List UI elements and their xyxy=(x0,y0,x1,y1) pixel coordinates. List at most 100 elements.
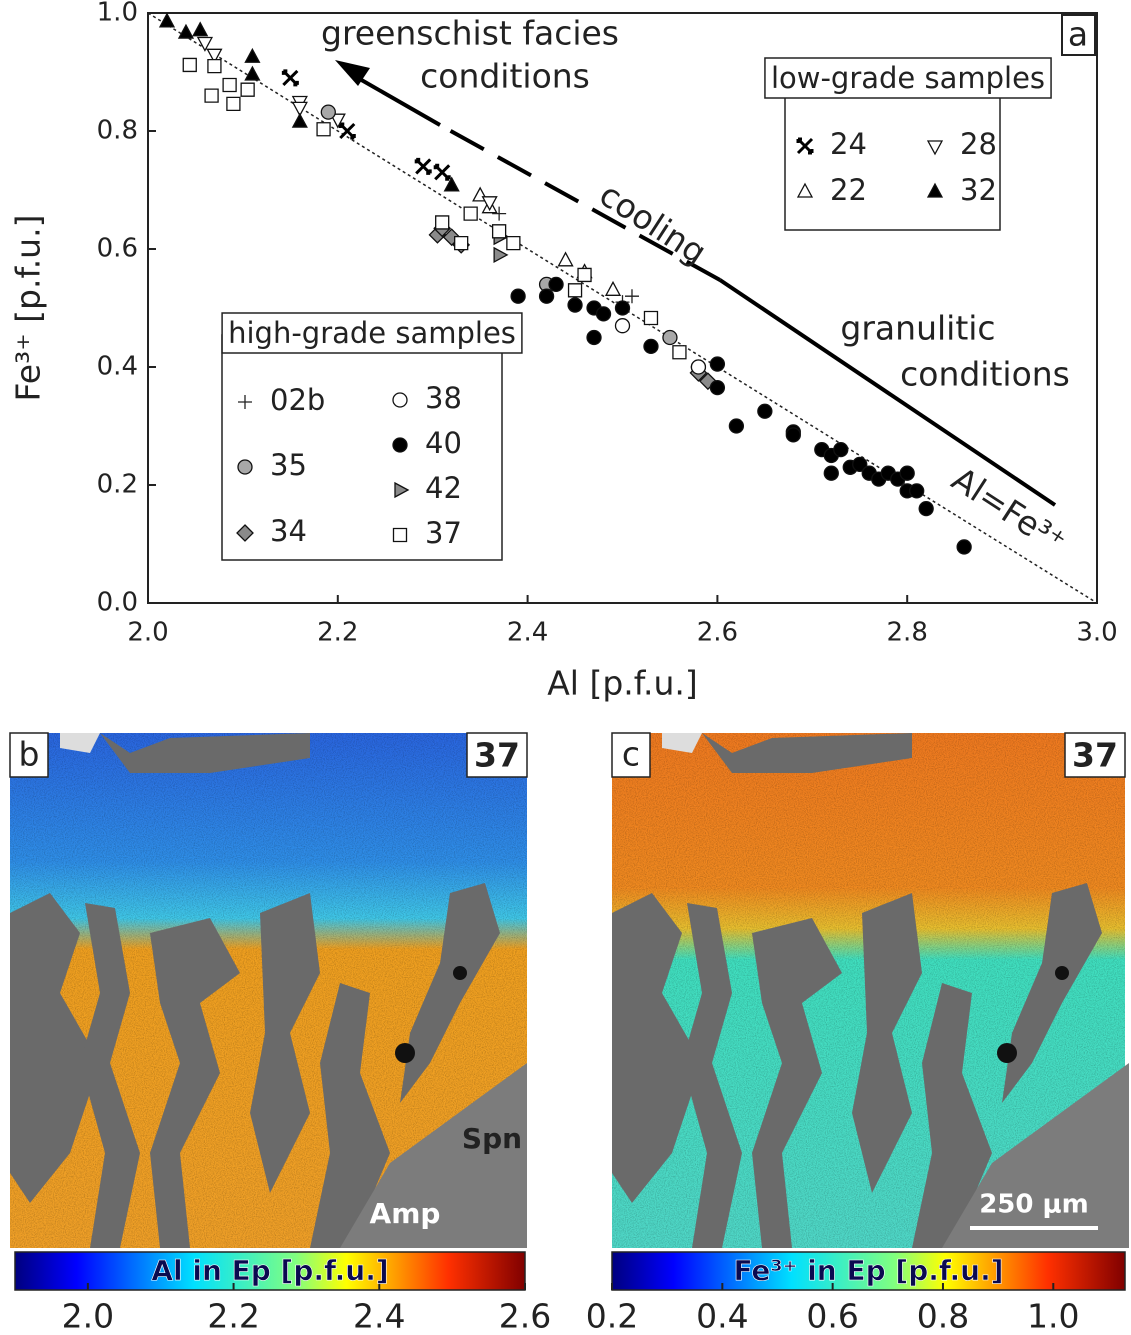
marker xyxy=(320,104,336,120)
colorbar-tick-label: 2.0 xyxy=(62,1297,114,1335)
plot-frame xyxy=(147,12,1098,604)
marker xyxy=(614,318,631,334)
legend-label: 34 xyxy=(270,514,307,548)
annotation: conditions xyxy=(420,57,590,96)
legend-label: 40 xyxy=(425,426,462,460)
marker xyxy=(206,48,223,64)
marker xyxy=(435,215,450,230)
marker xyxy=(204,88,219,103)
marker xyxy=(926,140,944,156)
cooling-arrow-solid xyxy=(718,278,1057,507)
marker xyxy=(281,69,299,87)
marker xyxy=(557,251,574,267)
marker xyxy=(392,527,408,543)
x-tick-label: 2.4 xyxy=(507,618,548,648)
colorbar-tick-label: 2.6 xyxy=(499,1297,551,1335)
marker xyxy=(852,456,868,473)
legend-title-box xyxy=(764,57,1052,99)
marker xyxy=(443,176,460,192)
panel-label-box xyxy=(1061,14,1096,56)
marker xyxy=(595,306,612,322)
x-tick-label: 2.0 xyxy=(127,618,168,648)
legend-box xyxy=(221,334,503,561)
marker xyxy=(196,36,214,52)
colorbar-tick-label: 2.4 xyxy=(353,1297,405,1335)
marker xyxy=(709,356,726,372)
mineral-label: Spn xyxy=(462,1122,522,1155)
marker xyxy=(567,297,583,313)
map-c xyxy=(612,733,1129,1248)
panel-label: c xyxy=(622,735,640,774)
colorbar xyxy=(14,1251,526,1291)
marker xyxy=(926,182,944,198)
legend-title-box xyxy=(221,312,523,354)
colorbar-tick-label: 1.0 xyxy=(1027,1297,1079,1335)
marker xyxy=(394,481,410,499)
legend-label: 24 xyxy=(830,127,867,161)
marker xyxy=(237,459,253,475)
marker xyxy=(433,163,451,181)
marker xyxy=(240,82,255,97)
marker xyxy=(463,206,478,221)
marker xyxy=(690,359,707,375)
cooling-arrow-tip xyxy=(357,76,441,127)
legend-box xyxy=(784,79,1001,231)
colorbar-tick-label: 0.8 xyxy=(917,1297,969,1335)
y-tick-label: 0.4 xyxy=(97,352,138,382)
legend-label: 02b xyxy=(270,383,325,417)
panel-label-box xyxy=(9,732,49,778)
marker xyxy=(291,101,308,117)
marker xyxy=(177,23,195,39)
sample-label: 37 xyxy=(474,736,520,775)
marker xyxy=(586,329,602,346)
x-tick-label: 2.8 xyxy=(887,618,928,648)
marker xyxy=(238,395,252,409)
marker xyxy=(226,96,241,112)
marker xyxy=(604,280,622,296)
colorbar-tick-label: 0.6 xyxy=(806,1297,858,1335)
marker xyxy=(899,465,915,481)
marker xyxy=(454,235,469,251)
colorbar-label: Al in Ep [p.f.u.] xyxy=(151,1254,388,1287)
y-tick-label: 0.6 xyxy=(97,234,138,264)
marker xyxy=(538,288,555,304)
marker xyxy=(624,289,639,304)
marker xyxy=(244,47,261,63)
marker xyxy=(728,418,745,434)
marker xyxy=(291,112,308,128)
marker xyxy=(956,539,972,555)
marker xyxy=(823,465,839,481)
legend-label: 42 xyxy=(425,471,462,505)
x-tick-label: 3.0 xyxy=(1076,618,1117,648)
marker xyxy=(491,224,507,239)
colorbar-tick-label: 0.4 xyxy=(696,1297,748,1335)
sample-box xyxy=(1064,732,1126,778)
marker xyxy=(158,12,176,28)
marker xyxy=(338,122,356,140)
marker xyxy=(244,65,261,81)
marker xyxy=(506,235,521,251)
annotation: cooling xyxy=(593,175,714,272)
marker xyxy=(481,196,498,212)
legend-label: 28 xyxy=(960,127,997,161)
marker xyxy=(796,182,814,198)
x-tick-label: 2.6 xyxy=(697,618,738,648)
marker xyxy=(493,246,509,263)
panel-label: a xyxy=(1068,15,1088,54)
legend-title: low-grade samples xyxy=(771,61,1045,95)
annotation: greenschist facies xyxy=(321,14,619,53)
legend-label: 37 xyxy=(425,516,462,550)
maps xyxy=(10,733,1129,1248)
annotation: granulitic xyxy=(840,309,995,348)
marker xyxy=(192,21,209,37)
marker xyxy=(785,427,801,443)
marker xyxy=(643,310,659,326)
panel-label: b xyxy=(19,735,40,774)
colorbar-label: Fe³⁺ in Ep [p.f.u.] xyxy=(733,1254,1003,1287)
y-tick-label: 0.0 xyxy=(97,588,138,618)
legend-label: 38 xyxy=(425,381,462,415)
marker xyxy=(414,157,432,175)
marker xyxy=(909,483,925,499)
marker xyxy=(182,57,197,73)
marker xyxy=(329,113,346,129)
